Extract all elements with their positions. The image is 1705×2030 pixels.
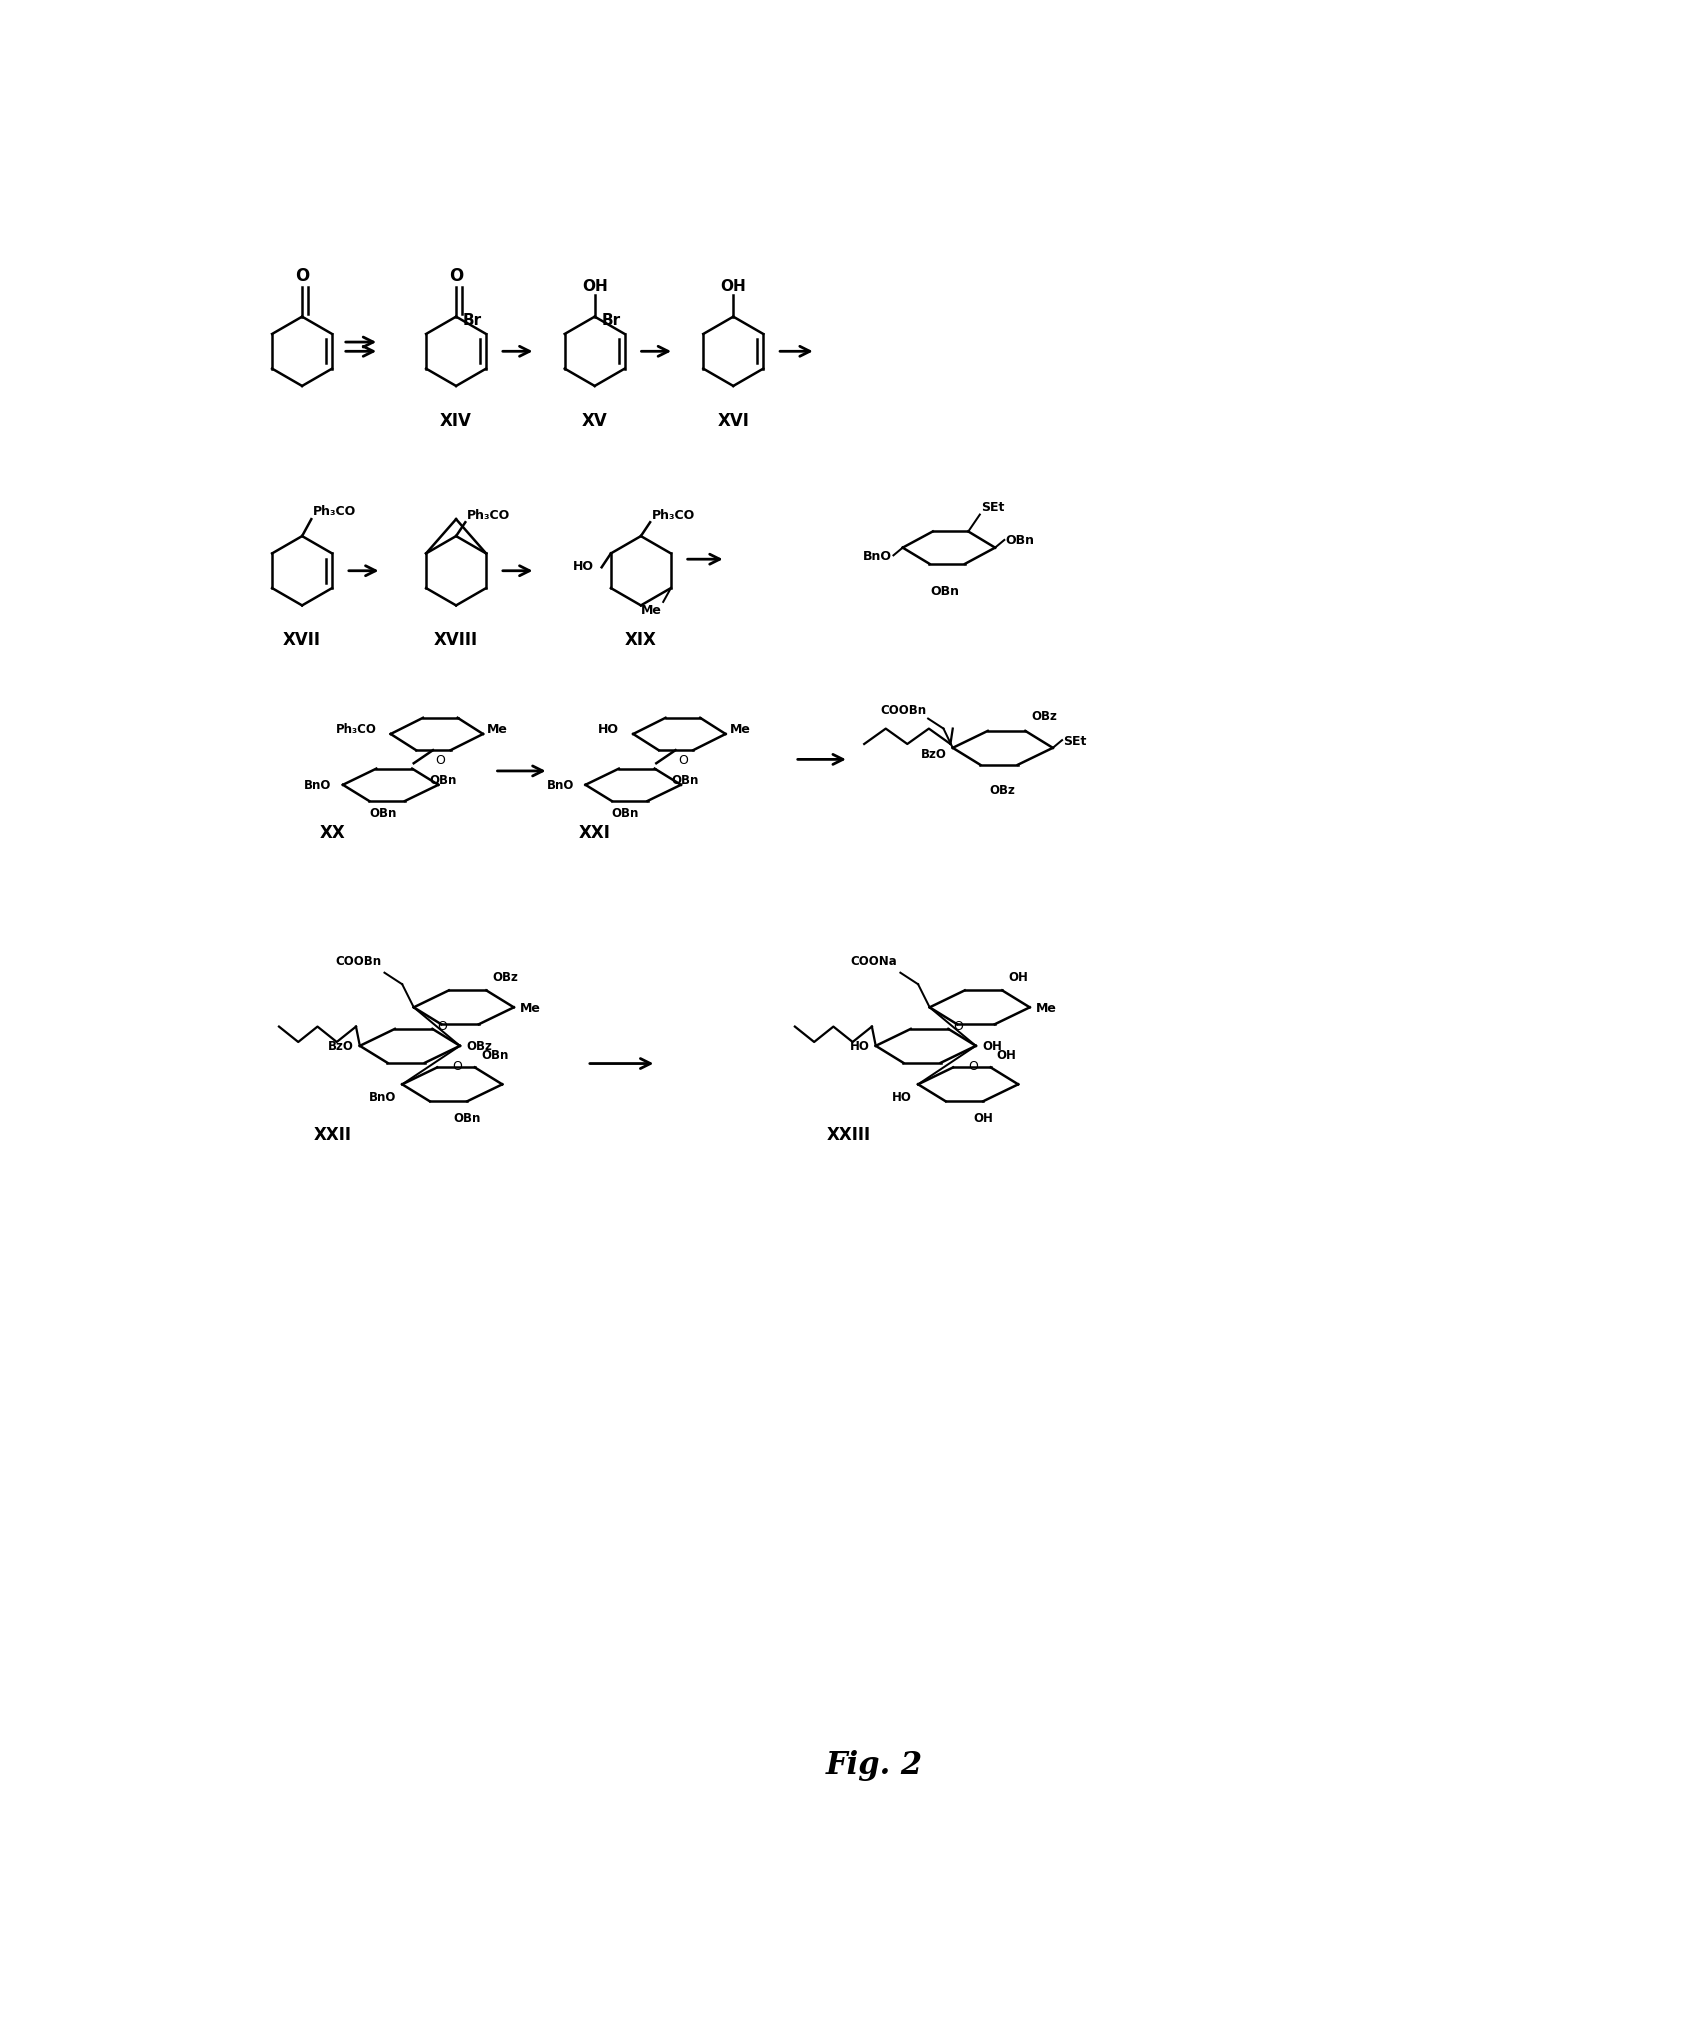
Text: O: O bbox=[448, 268, 464, 284]
Text: Ph₃CO: Ph₃CO bbox=[336, 723, 377, 735]
Text: XX: XX bbox=[321, 822, 346, 840]
Text: OH: OH bbox=[1008, 970, 1028, 983]
Text: O: O bbox=[679, 753, 689, 767]
Text: BnO: BnO bbox=[863, 550, 892, 562]
Text: BnO: BnO bbox=[368, 1090, 396, 1104]
Text: OH: OH bbox=[997, 1050, 1016, 1062]
Text: OH: OH bbox=[721, 278, 747, 294]
Text: HO: HO bbox=[598, 723, 619, 735]
Text: Ph₃CO: Ph₃CO bbox=[314, 505, 356, 518]
Text: BzO: BzO bbox=[327, 1039, 353, 1054]
Text: SEt: SEt bbox=[982, 501, 1004, 514]
Text: Me: Me bbox=[520, 1001, 540, 1015]
Text: BzO: BzO bbox=[921, 749, 946, 761]
Text: HO: HO bbox=[849, 1039, 870, 1054]
Text: O: O bbox=[295, 268, 309, 284]
Text: OBz: OBz bbox=[493, 970, 518, 983]
Text: Fig. 2: Fig. 2 bbox=[825, 1750, 922, 1780]
Text: Me: Me bbox=[641, 605, 662, 617]
Text: BnO: BnO bbox=[303, 780, 331, 792]
Text: OBn: OBn bbox=[672, 773, 699, 786]
Text: OBn: OBn bbox=[1006, 534, 1035, 548]
Text: OH: OH bbox=[581, 278, 607, 294]
Text: OBn: OBn bbox=[481, 1050, 508, 1062]
Text: HO: HO bbox=[892, 1090, 912, 1104]
Text: OBn: OBn bbox=[370, 808, 397, 820]
Text: XXIII: XXIII bbox=[827, 1125, 871, 1143]
Text: SEt: SEt bbox=[1064, 735, 1088, 747]
Text: O: O bbox=[436, 1019, 447, 1031]
Text: XIV: XIV bbox=[440, 412, 472, 430]
Text: O: O bbox=[454, 1060, 462, 1072]
Text: XV: XV bbox=[581, 412, 607, 430]
Text: OBz: OBz bbox=[991, 784, 1016, 798]
Text: COOBn: COOBn bbox=[880, 702, 926, 717]
Text: OBn: OBn bbox=[931, 585, 960, 597]
Text: XXII: XXII bbox=[314, 1125, 351, 1143]
Text: BnO: BnO bbox=[547, 780, 575, 792]
Text: HO: HO bbox=[573, 560, 593, 572]
Text: XXI: XXI bbox=[578, 822, 610, 840]
Text: OBz: OBz bbox=[465, 1039, 493, 1054]
Text: OH: OH bbox=[974, 1110, 992, 1125]
Text: XVIII: XVIII bbox=[435, 631, 477, 650]
Text: OH: OH bbox=[982, 1039, 1003, 1054]
Text: O: O bbox=[436, 753, 445, 767]
Text: XVII: XVII bbox=[283, 631, 321, 650]
Text: Ph₃CO: Ph₃CO bbox=[651, 508, 696, 522]
Text: Me: Me bbox=[730, 723, 750, 735]
Text: COONa: COONa bbox=[851, 954, 897, 968]
Text: XIX: XIX bbox=[626, 631, 656, 650]
Text: O: O bbox=[968, 1060, 979, 1072]
Text: Br: Br bbox=[464, 313, 483, 329]
Text: OBn: OBn bbox=[454, 1110, 481, 1125]
Text: O: O bbox=[953, 1019, 963, 1031]
Text: Br: Br bbox=[602, 313, 621, 329]
Text: OBz: OBz bbox=[1032, 708, 1057, 723]
Text: COOBn: COOBn bbox=[336, 954, 382, 968]
Text: Ph₃CO: Ph₃CO bbox=[467, 508, 510, 522]
Text: OBn: OBn bbox=[612, 808, 639, 820]
Text: Me: Me bbox=[488, 723, 508, 735]
Text: Me: Me bbox=[1037, 1001, 1057, 1015]
Text: XVI: XVI bbox=[718, 412, 748, 430]
Text: OBn: OBn bbox=[430, 773, 457, 786]
